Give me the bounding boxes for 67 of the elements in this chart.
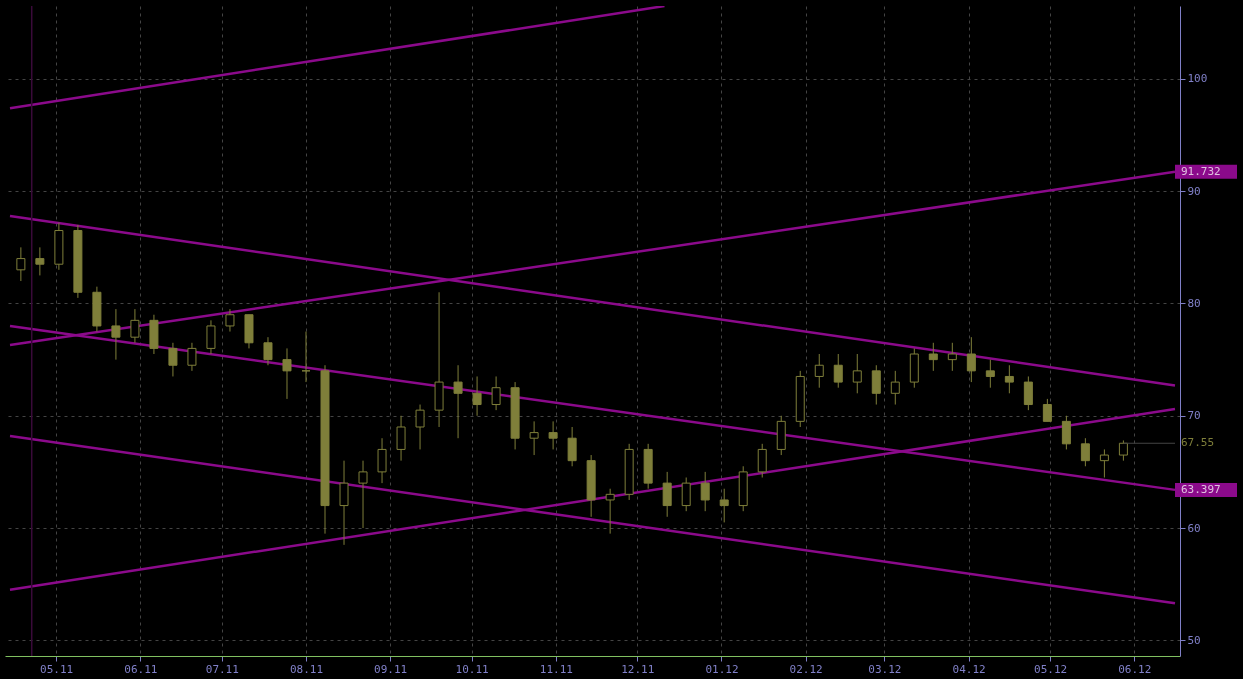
x-tick-label: 06.11	[124, 662, 158, 676]
candlestick	[301, 331, 311, 383]
candlestick	[548, 420, 558, 450]
candlestick	[605, 488, 615, 535]
x-tick-label: 02.12	[789, 662, 823, 676]
candlestick	[396, 415, 406, 462]
candlestick	[111, 308, 121, 361]
x-tick-label: 12.11	[621, 662, 655, 676]
candlestick	[282, 347, 292, 400]
x-tick-label: 09.11	[374, 662, 408, 676]
candlestick	[1080, 437, 1090, 467]
candlestick	[529, 420, 539, 456]
x-tick-label: 05.11	[40, 662, 74, 676]
x-tick-label: 04.12	[952, 662, 986, 676]
candlestick	[263, 336, 273, 366]
candlestick	[358, 460, 368, 529]
candlestick	[871, 364, 881, 406]
candlestick	[719, 488, 729, 523]
candlestick	[681, 477, 691, 512]
candlestick	[491, 375, 501, 411]
candlestick	[377, 437, 387, 484]
x-tick-label: 08.11	[289, 662, 324, 676]
candlestick	[16, 246, 26, 282]
candlestick	[225, 308, 235, 333]
candlestick	[947, 342, 957, 372]
y-tick-label: 80	[1187, 297, 1201, 310]
candlestick	[1023, 375, 1033, 411]
candlestick	[833, 353, 843, 389]
y-tick-label: 50	[1187, 633, 1201, 647]
candlestick	[966, 336, 976, 383]
y-tick-label: 60	[1187, 521, 1201, 535]
x-tick-label: 01.12	[705, 662, 739, 676]
candlestick	[662, 471, 672, 518]
candlestick	[1118, 439, 1128, 462]
y-tick-label: 100	[1187, 72, 1208, 86]
candlestick	[453, 364, 463, 439]
candlestick	[187, 342, 197, 372]
annotation: 91.732	[1181, 164, 1221, 178]
candlestick	[1099, 448, 1109, 478]
x-tick-label: 05.12	[1034, 662, 1068, 676]
candlestick	[985, 359, 995, 389]
candlestick	[1004, 364, 1014, 394]
candlestick	[130, 308, 140, 344]
candlestick	[35, 246, 45, 276]
x-tick-label: 06.12	[1118, 662, 1152, 676]
y-tick-label: 70	[1187, 409, 1201, 423]
x-tick-label: 10.11	[455, 662, 489, 676]
candlestick	[757, 443, 767, 478]
candlestick	[700, 471, 710, 512]
x-tick-label: 11.11	[539, 662, 573, 676]
y-tick-label: 90	[1187, 184, 1201, 198]
candlestick	[206, 319, 216, 355]
candlestick	[852, 353, 862, 394]
candlestick	[339, 460, 349, 546]
x-tick-label: 07.11	[205, 662, 239, 676]
x-tick-label: 03.12	[868, 662, 902, 676]
annotation: 63.397	[1181, 482, 1221, 496]
candlestick	[472, 375, 482, 417]
candlestick	[1042, 398, 1052, 422]
candlestick	[890, 370, 900, 406]
candlestick	[1061, 415, 1071, 450]
candlestick	[814, 353, 824, 389]
candlestick	[168, 342, 178, 377]
candlestick	[415, 404, 425, 450]
candlestick	[928, 342, 938, 372]
annotation: 67.55	[1181, 436, 1215, 450]
candlestick	[567, 426, 577, 467]
